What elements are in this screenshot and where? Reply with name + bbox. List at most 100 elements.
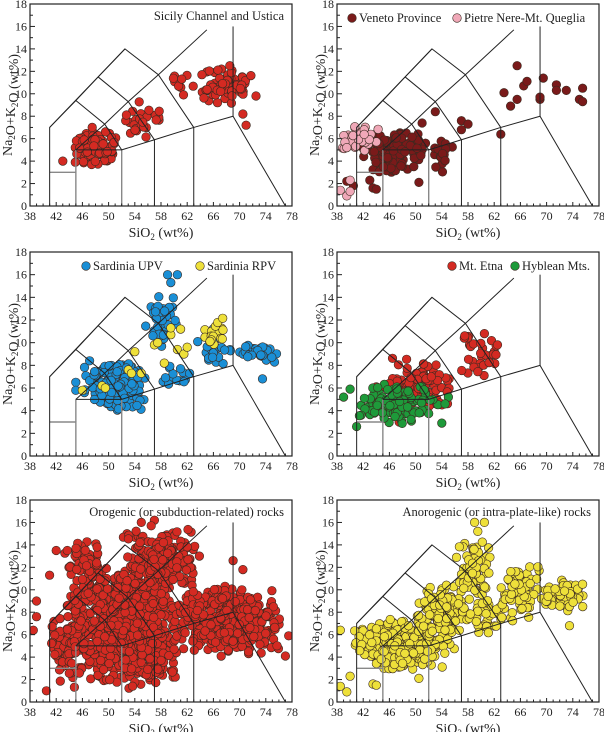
data-point <box>561 85 571 95</box>
panel-3: 38 42 46 50 54 58 62 66 70 74 78024681012141618SiO… <box>1 245 298 492</box>
data-point <box>216 86 226 96</box>
y-tick-label: 2 <box>21 177 27 191</box>
data-point <box>371 157 381 167</box>
plot-frame <box>29 3 293 207</box>
y-tick-label: 16 <box>322 268 334 282</box>
y-tick-label: 4 <box>328 154 334 168</box>
data-point <box>483 628 494 638</box>
data-point <box>251 91 261 101</box>
data-point <box>216 651 226 661</box>
data-point <box>144 105 154 115</box>
y-tick-label: 10 <box>322 87 334 101</box>
data-point <box>385 614 395 625</box>
data-point <box>72 564 82 575</box>
data-point <box>98 590 108 600</box>
data-point <box>345 384 355 394</box>
data-point <box>474 627 484 638</box>
x-tick-label: 58 <box>462 209 474 223</box>
data-point <box>451 552 462 563</box>
data-point <box>426 372 436 382</box>
legend-item: Sardinia RPV <box>195 259 276 273</box>
data-point <box>77 574 88 584</box>
data-point <box>89 141 99 151</box>
legend: Veneto Province Pietre Nere-Mt. Queglia <box>347 11 586 25</box>
data-point <box>284 631 292 641</box>
x-tick-label: 38 <box>331 705 343 719</box>
data-point <box>112 367 122 377</box>
data-point <box>199 93 209 103</box>
data-point <box>121 655 131 665</box>
data-point <box>559 586 570 596</box>
x-tick-label: 66 <box>207 705 219 719</box>
x-tick-label: 58 <box>462 459 474 473</box>
x-tick-label: 66 <box>514 459 526 473</box>
data-point <box>267 586 277 596</box>
y-tick-label: 2 <box>328 426 334 440</box>
y-tick-label: 16 <box>15 515 27 529</box>
data-point <box>192 605 202 616</box>
data-point <box>89 367 100 377</box>
data-point <box>101 563 111 574</box>
data-point <box>517 603 527 614</box>
data-point <box>396 161 406 171</box>
data-point <box>342 143 352 153</box>
data-points <box>30 515 292 696</box>
data-point <box>256 350 266 360</box>
data-point <box>168 293 178 303</box>
data-points <box>339 329 503 432</box>
data-point <box>183 554 193 565</box>
field-boundary <box>75 29 208 151</box>
data-point <box>337 185 345 195</box>
x-tick-label: 54 <box>129 209 141 223</box>
tas-field-boundaries <box>356 274 593 457</box>
y-tick-label: 4 <box>21 404 27 418</box>
x-tick-label: 50 <box>410 705 422 719</box>
data-point <box>212 98 223 108</box>
y-tick-label: 8 <box>21 605 27 619</box>
data-point <box>132 400 142 411</box>
x-axis-label: SiO2 (wt%) <box>129 226 194 242</box>
data-point <box>345 186 355 196</box>
y-tick-label: 16 <box>15 19 27 33</box>
data-point <box>463 119 473 129</box>
data-point <box>400 648 410 659</box>
data-point <box>197 70 207 80</box>
data-point <box>50 649 60 660</box>
data-point <box>406 414 416 425</box>
legend-marker <box>510 261 520 271</box>
x-tick-label: 42 <box>50 705 62 719</box>
data-point <box>78 157 88 167</box>
legend-marker <box>195 261 205 271</box>
series-pietre-nere-mt-queglia <box>337 122 383 201</box>
panel-title: Sicily Channel and Ustica <box>154 9 285 23</box>
data-point <box>369 147 379 157</box>
x-tick-label: 74 <box>567 705 579 719</box>
panel-2: 38 42 46 50 54 58 62 66 70 74 78024681012141618SiO… <box>308 0 604 242</box>
x-tick-label: 74 <box>260 459 272 473</box>
x-tick-label: 70 <box>541 459 553 473</box>
data-point <box>491 350 501 360</box>
data-point <box>146 521 156 531</box>
legend-marker <box>347 13 357 23</box>
x-tick-label: 74 <box>260 705 272 719</box>
data-point <box>379 632 390 642</box>
field-boundary <box>49 48 195 206</box>
y-tick-label: 16 <box>322 515 334 529</box>
data-point <box>414 408 424 418</box>
field-boundary <box>75 277 208 400</box>
y-tick-label: 14 <box>15 42 27 56</box>
data-point <box>114 593 124 603</box>
data-point <box>409 162 419 172</box>
data-point <box>106 375 116 386</box>
x-axis-label: SiO2 (wt%) <box>436 476 501 492</box>
data-point <box>577 96 588 107</box>
data-point <box>71 543 81 553</box>
data-point <box>386 163 396 173</box>
data-point <box>151 677 161 688</box>
data-point <box>208 352 218 362</box>
legend-item: Pietre Nere-Mt. Queglia <box>452 11 586 25</box>
data-point <box>243 647 254 657</box>
y-tick-label: 6 <box>21 628 27 642</box>
data-point <box>118 626 128 636</box>
data-point <box>136 657 146 668</box>
